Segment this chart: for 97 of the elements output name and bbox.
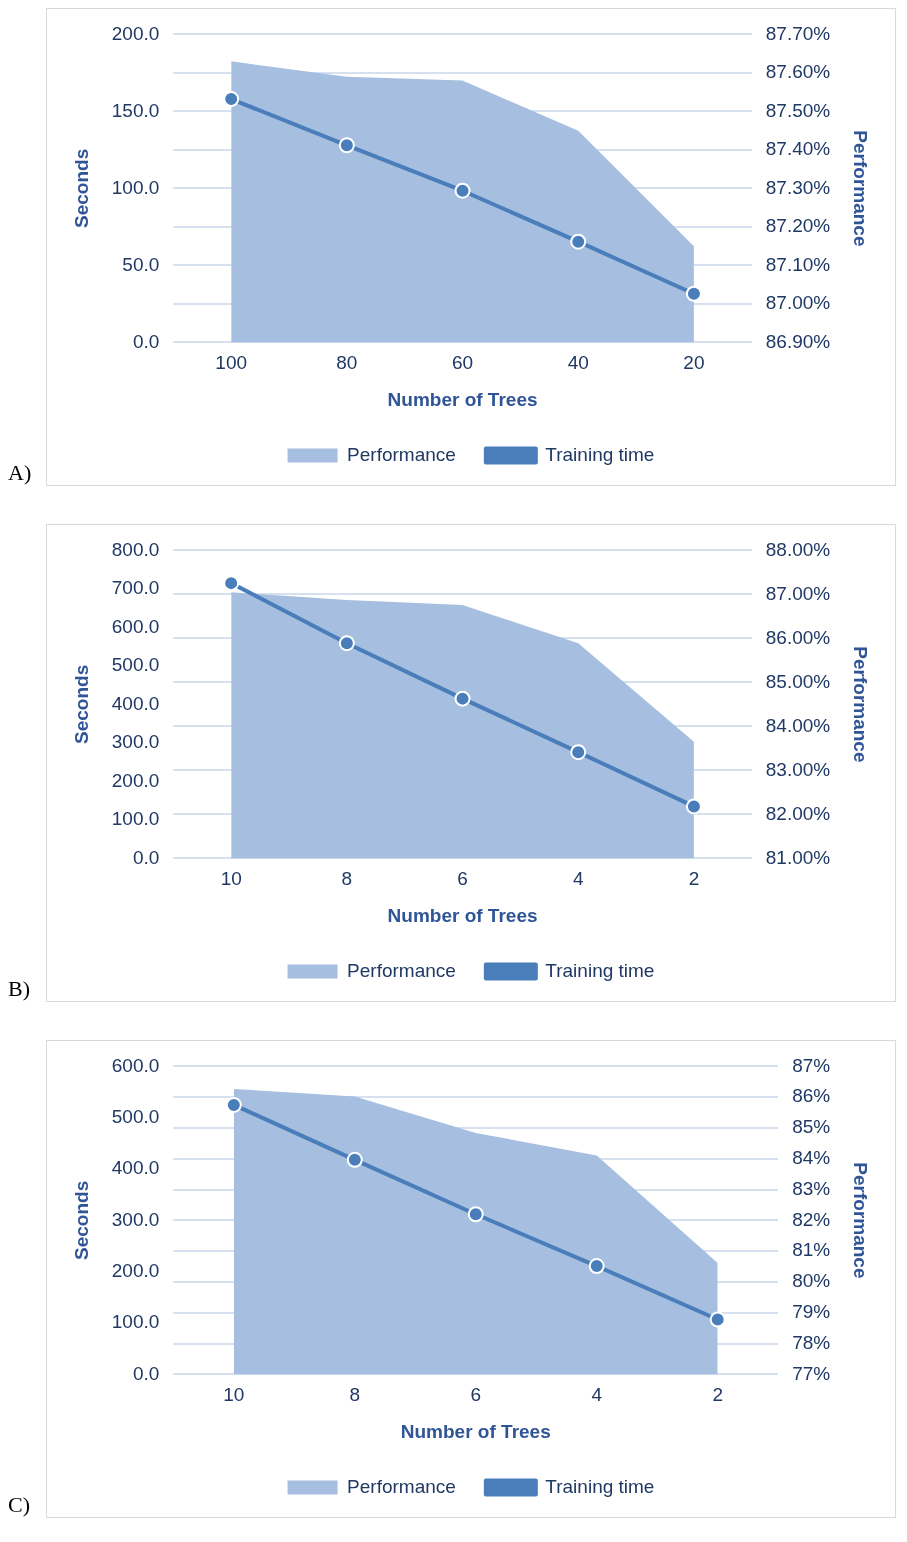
y2-tick-label: 82.00% — [765, 802, 831, 824]
legend-label: Training time — [545, 959, 655, 981]
y2-tick-label: 86.00% — [765, 626, 831, 648]
y2-tick-label: 81% — [792, 1239, 831, 1261]
y-tick-label: 200.0 — [111, 769, 160, 791]
y2-tick-label: 87.60% — [765, 61, 831, 83]
point — [338, 137, 355, 154]
point — [685, 285, 702, 302]
y-tick-label: 200.0 — [111, 22, 160, 44]
x-tick-label: 4 — [572, 868, 584, 890]
x-tick-label: 80 — [336, 352, 358, 374]
text: B) — [8, 976, 30, 1001]
x-tick-label: 4 — [591, 1384, 603, 1406]
x-axis-title: Number of Trees — [387, 904, 538, 926]
point — [685, 798, 702, 815]
text: A) — [8, 460, 32, 485]
x-tick-label: 60 — [451, 352, 474, 374]
x-tick-label: 6 — [457, 868, 468, 890]
y-axis-title: Seconds — [70, 148, 92, 228]
legend-label: Performance — [347, 443, 456, 465]
x-tick-label: 10 — [220, 868, 242, 890]
y2-axis-title: Performance — [850, 1162, 872, 1279]
x-tick-label: 8 — [341, 868, 353, 890]
x-tick-label: 20 — [683, 352, 705, 374]
y2-axis-title: Performance — [850, 646, 872, 763]
y-tick-label: 50.0 — [122, 253, 160, 275]
y2-tick-label: 85.00% — [765, 670, 831, 692]
y-tick-label: 300.0 — [111, 731, 160, 753]
point — [346, 1151, 363, 1168]
y2-tick-label: 87.00% — [765, 582, 831, 604]
x-tick-label: 6 — [470, 1384, 482, 1406]
x-tick-label: 2 — [712, 1384, 723, 1406]
legend-label: Training time — [545, 1475, 655, 1497]
y2-tick-label: 87.40% — [765, 138, 831, 160]
point — [454, 690, 471, 707]
y-tick-label: 100.0 — [111, 176, 160, 198]
x-tick-label: 10 — [223, 1384, 245, 1406]
y-tick-label: 600.0 — [111, 1054, 160, 1076]
y-tick-label: 700.0 — [111, 577, 160, 599]
y2-tick-label: 84.00% — [765, 714, 831, 736]
y2-tick-label: 86.90% — [765, 330, 831, 352]
y2-tick-label: 86% — [792, 1085, 831, 1107]
point — [454, 182, 471, 199]
point — [588, 1258, 605, 1275]
y-tick-label: 0.0 — [132, 1362, 160, 1384]
y-tick-label: 400.0 — [111, 1157, 160, 1179]
y-tick-label: 200.0 — [111, 1259, 160, 1281]
y-tick-label: 500.0 — [111, 654, 160, 676]
legend-label: Performance — [347, 959, 456, 981]
y2-tick-label: 77% — [792, 1362, 831, 1384]
y2-tick-label: 87.10% — [765, 253, 831, 275]
y-axis-title: Seconds — [70, 1180, 92, 1260]
point — [709, 1311, 726, 1328]
y2-tick-label: 88.00% — [765, 538, 831, 560]
y2-tick-label: 80% — [792, 1270, 831, 1292]
x-tick-label: 100 — [215, 352, 248, 374]
point — [223, 91, 240, 108]
y-tick-label: 300.0 — [111, 1208, 160, 1230]
point — [467, 1206, 484, 1223]
y-tick-label: 800.0 — [111, 538, 160, 560]
legend-label: Performance — [347, 1475, 456, 1497]
x-tick-label: 40 — [567, 352, 589, 374]
y-axis-title: Seconds — [70, 664, 92, 744]
y-tick-label: 500.0 — [111, 1105, 160, 1127]
y2-tick-label: 87.20% — [765, 215, 831, 237]
y-tick-label: 100.0 — [111, 1311, 160, 1333]
y2-tick-label: 79% — [792, 1301, 831, 1323]
y-tick-label: 0.0 — [132, 846, 160, 868]
y2-tick-label: 87.30% — [765, 176, 831, 198]
y-tick-label: 100.0 — [111, 808, 160, 830]
y2-tick-label: 84% — [792, 1147, 831, 1169]
x-axis-title: Number of Trees — [400, 1420, 551, 1442]
y2-tick-label: 82% — [792, 1208, 831, 1230]
legend-label: Training time — [545, 443, 655, 465]
text: C) — [8, 1492, 30, 1517]
y2-tick-label: 87.70% — [765, 22, 831, 44]
y2-tick-label: 81.00% — [765, 846, 831, 868]
y2-tick-label: 85% — [792, 1116, 831, 1138]
y2-tick-label: 83% — [792, 1177, 831, 1199]
point — [570, 233, 587, 250]
y-tick-label: 600.0 — [111, 615, 160, 637]
y-tick-label: 0.0 — [132, 330, 160, 352]
point — [223, 575, 240, 592]
y2-axis-title: Performance — [850, 130, 872, 247]
y2-tick-label: 78% — [792, 1331, 831, 1353]
point — [225, 1096, 242, 1113]
point — [570, 744, 587, 761]
y2-tick-label: 83.00% — [765, 758, 831, 780]
x-tick-label: 8 — [349, 1384, 361, 1406]
x-axis-title: Number of Trees — [387, 388, 538, 410]
point — [338, 635, 355, 652]
y-tick-label: 400.0 — [111, 692, 160, 714]
x-tick-label: 2 — [688, 868, 700, 890]
y2-tick-label: 87% — [792, 1054, 831, 1076]
y2-tick-label: 87.50% — [765, 99, 831, 121]
y2-tick-label: 87.00% — [765, 292, 831, 314]
y-tick-label: 150.0 — [111, 99, 160, 121]
